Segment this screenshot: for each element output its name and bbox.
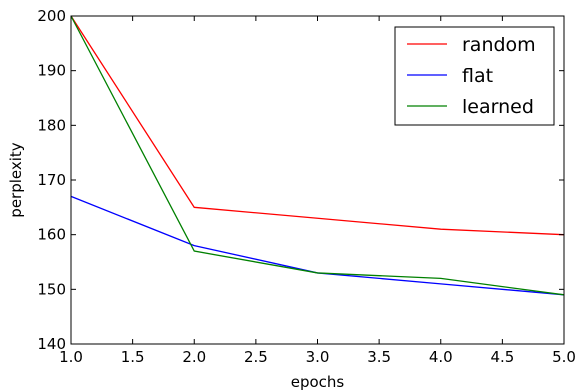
y-tick-label: 170 — [37, 171, 66, 189]
x-tick-label: 4.5 — [490, 348, 514, 366]
series-line-flat — [70, 195, 565, 296]
series-line-learned — [70, 15, 565, 296]
series-line-random — [70, 15, 565, 236]
x-tick-label: 3.5 — [367, 348, 391, 366]
series-layer — [70, 15, 565, 296]
x-tick-label: 4.0 — [429, 348, 453, 366]
y-tick-label: 150 — [37, 280, 66, 298]
legend-label-learned: learned — [462, 96, 534, 118]
legend-label-random: random — [462, 34, 536, 56]
x-tick-label: 2.5 — [244, 348, 268, 366]
y-tick-label: 200 — [37, 7, 66, 25]
legend-box — [394, 26, 555, 126]
y-tick-label: 160 — [37, 226, 66, 244]
y-tick-label: 140 — [37, 335, 66, 353]
y-axis-ticks: 140 150 160 170 180 190 200 — [37, 7, 564, 353]
x-tick-label: 2.0 — [182, 348, 206, 366]
legend: random flat learned — [394, 26, 555, 126]
y-tick-label: 180 — [37, 116, 66, 134]
legend-label-flat: flat — [462, 65, 493, 87]
x-axis-ticks: 1.0 1.5 2.0 2.5 3.0 3.5 4.0 4.5 5.0 — [59, 16, 576, 366]
x-axis-label: epochs — [291, 373, 345, 391]
y-axis-label: perplexity — [7, 142, 25, 217]
x-tick-label: 1.0 — [59, 348, 83, 366]
x-tick-label: 3.0 — [306, 348, 330, 366]
y-tick-label: 190 — [37, 62, 66, 80]
x-tick-label: 5.0 — [552, 348, 576, 366]
x-tick-label: 1.5 — [121, 348, 145, 366]
